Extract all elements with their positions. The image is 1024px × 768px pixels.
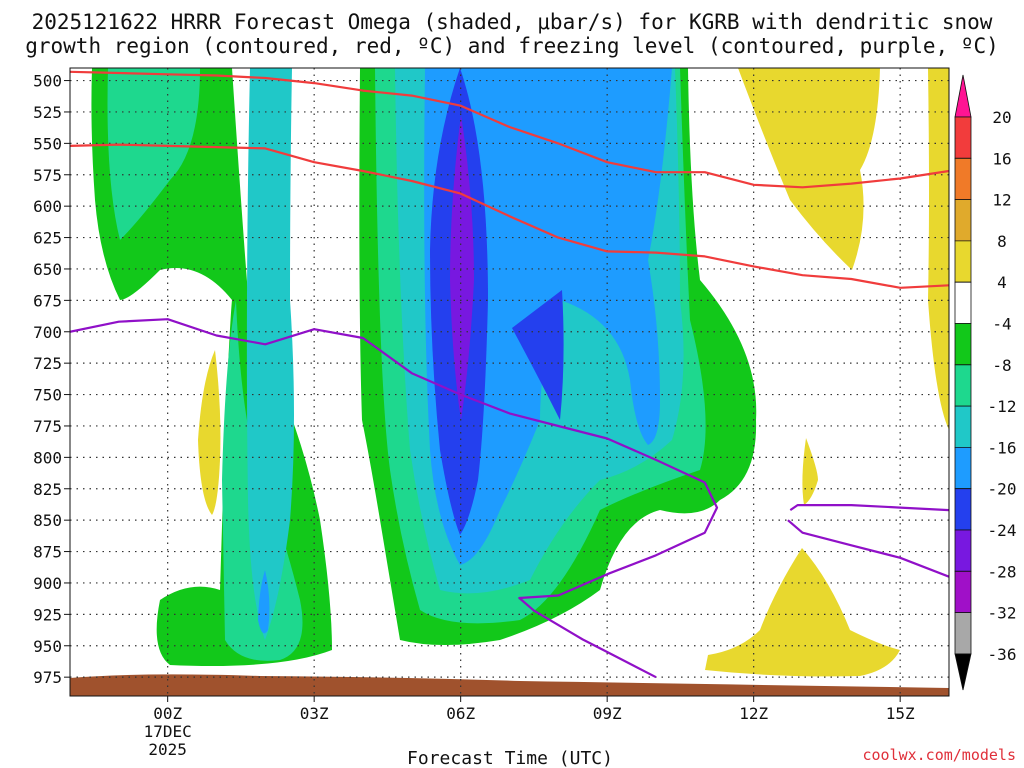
y-tick-label: 650 [33,260,62,279]
y-tick-label: 875 [33,543,62,562]
colorbar-swatch [954,364,972,407]
x-tick-label: 03Z [300,704,329,723]
freezing-level-lines [70,318,949,679]
dendritic-lower-boundary-line [70,143,949,289]
colorbar-swatch [954,240,972,283]
omega-shade-yellow-lower-right [705,548,900,677]
y-tick-label: 700 [33,323,62,342]
omega-shade-seagreen-left [107,68,200,240]
x-axis-title: Forecast Time (UTC) [407,748,613,768]
colorbar-swatch [954,488,972,531]
y-tick-label: 950 [33,637,62,656]
colorbar-level-label: -20 [988,480,1017,499]
omega-shade-yellow-upper-right [738,68,880,270]
source-credit: coolwx.com/models [862,746,1016,764]
x-tick-label: 09Z [593,704,622,723]
y-tick-label: 600 [33,197,62,216]
colorbar-level-label: -24 [988,521,1017,540]
y-tick-label: 725 [33,354,62,373]
freezing-level-main-line [70,318,719,679]
y-tick-label: 625 [33,229,62,248]
y-tick-label: 850 [33,511,62,530]
colorbar-swatch [954,281,972,324]
y-tick-label: 575 [33,166,62,185]
y-axis-ticks: 500 525 550 575 600 625 650 675 700 725 750 775 800 8… [33,72,70,687]
freezing-level-lower-right-line [787,519,949,578]
colorbar-level-label: -16 [988,438,1017,457]
y-tick-label: 975 [33,668,62,687]
omega-shade-yellow-small [802,438,818,505]
colorbar-swatch [954,447,972,490]
y-tick-label: 800 [33,448,62,467]
colorbar-level-label: -32 [988,604,1017,623]
y-tick-label: 550 [33,134,62,153]
terrain-ground [70,674,949,696]
y-tick-label: 925 [33,605,62,624]
plot-area [70,68,949,696]
y-tick-label: 500 [33,72,62,91]
colorbar-swatch [954,570,972,613]
x-tick-date-label: 17DEC [144,722,192,741]
colorbar-swatch [954,74,972,118]
dendritic-growth-lines [70,70,949,289]
omega-shade-yellow-left-streak [198,350,221,515]
colorbar-level-label: 8 [997,232,1007,251]
omega-shade-darkblue-patch [512,290,564,420]
colorbar-level-label: -28 [988,562,1017,581]
colorbar-swatch [954,116,972,159]
colorbar-swatch [954,612,972,655]
x-tick-label: 00Z [153,704,182,723]
y-tick-label: 775 [33,417,62,436]
omega-shade-yellow-far-right [928,68,949,430]
chart-title-line-1: 2025121622 HRRR Forecast Omega (shaded, … [32,10,993,34]
colorbar-level-label: -36 [988,645,1017,664]
omega-shade-blue-left-streak [258,570,270,634]
dendritic-upper-boundary-line [70,70,949,189]
colorbar-level-label: 4 [997,273,1007,292]
y-tick-label: 900 [33,574,62,593]
colorbar-swatch [954,405,972,448]
x-tick-year-label: 2025 [148,740,187,759]
colorbar-level-label: 20 [992,108,1011,127]
x-tick-label: 06Z [446,704,475,723]
colorbar-level-label: -8 [992,356,1011,375]
colorbar-level-label: -4 [992,315,1011,334]
y-tick-label: 825 [33,480,62,499]
freezing-level-right-line [789,504,949,512]
colorbar-swatch [954,529,972,572]
colorbar-swatch [954,323,972,366]
omega-shade-cyan-left [246,68,294,640]
y-tick-label: 750 [33,386,62,405]
colorbar-level-label: 16 [992,149,1011,168]
colorbar: 20 16 12 8 4 -4 -8 -12 -16 -20 -24 -28 -32 -36 [954,74,1017,691]
chart-title-line-2: growth region (contoured, red, ºC) and f… [25,34,999,58]
omega-shade-violet-core [450,115,474,420]
colorbar-swatch [954,157,972,200]
plot-frame [69,67,950,697]
x-tick-label: 15Z [886,704,915,723]
colorbar-swatch [954,653,972,691]
y-tick-label: 675 [33,291,62,310]
y-tick-label: 525 [33,103,62,122]
colorbar-level-label: 12 [992,191,1011,210]
grid-lines [70,68,949,696]
colorbar-level-label: -12 [988,397,1017,416]
x-tick-label: 12Z [739,704,768,723]
colorbar-swatch [954,199,972,242]
